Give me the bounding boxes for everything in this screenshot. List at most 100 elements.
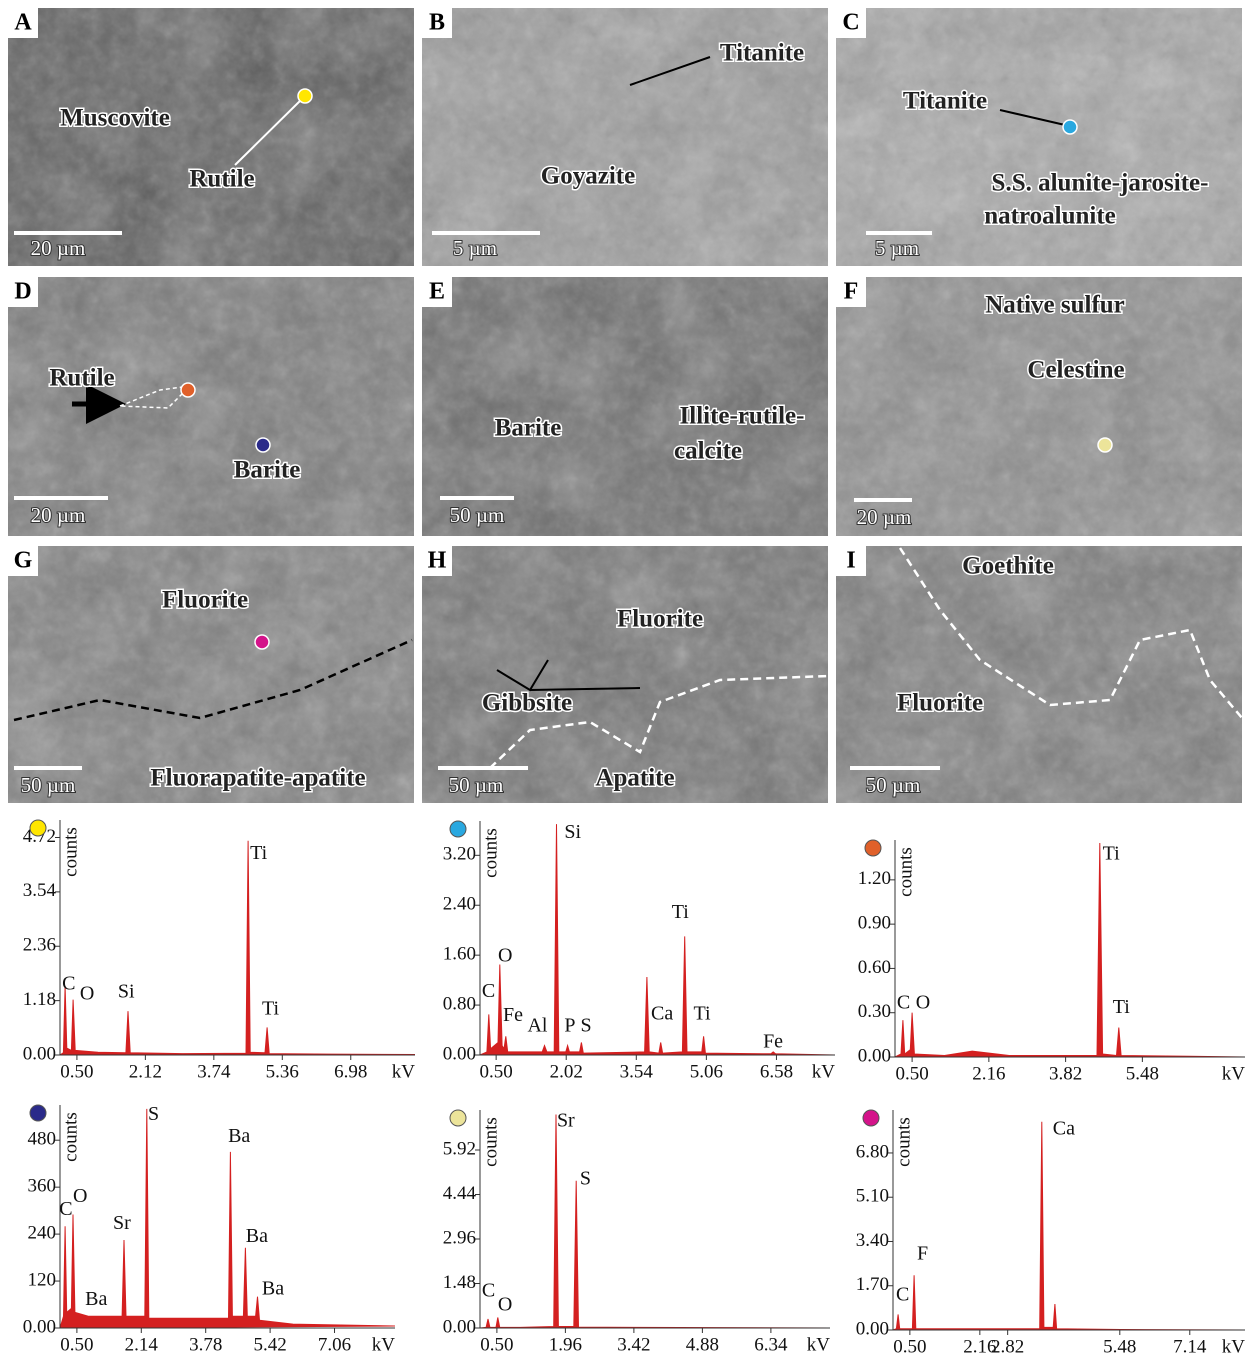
y-axis-label: counts <box>480 1117 501 1167</box>
panel-letter-box <box>8 8 38 38</box>
sem-image <box>8 546 414 803</box>
spot-marker <box>864 839 882 857</box>
x-tick-label: 0.50 <box>60 1061 93 1082</box>
annotation-line <box>489 674 829 769</box>
x-tick-label: 3.78 <box>189 1334 222 1355</box>
peak-label: O <box>73 1185 87 1207</box>
panel-letter: H <box>428 548 447 574</box>
peak-label: Ti <box>250 842 268 864</box>
y-tick-label: 3.20 <box>443 844 476 865</box>
peak-label: Ti <box>1113 996 1131 1018</box>
mineral-label: Rutile <box>189 166 254 193</box>
mineral-label: Rutile <box>49 365 114 392</box>
panel-letter-box <box>836 546 866 576</box>
peak-label: O <box>498 945 512 967</box>
y-tick-label: 1.18 <box>23 989 56 1010</box>
y-tick-label: 0.30 <box>858 1001 891 1022</box>
peak-label: O <box>498 1294 512 1316</box>
panel-letter: B <box>429 10 445 36</box>
x-tick-label: 4.88 <box>686 1334 719 1355</box>
analysis-spot <box>255 437 271 453</box>
scale-label: 5 µm <box>453 236 497 260</box>
y-tick-label: 0.00 <box>856 1318 889 1339</box>
y-tick-label: 240 <box>28 1222 57 1243</box>
x-tick-label: 5.42 <box>253 1334 286 1355</box>
spot-marker <box>449 820 467 838</box>
y-tick-label: 0.00 <box>443 1316 476 1337</box>
y-tick-label: 0.60 <box>858 957 891 978</box>
mineral-label: Goyazite <box>541 163 635 190</box>
peak-label: Fe <box>503 1004 523 1026</box>
x-axis-label: kV <box>807 1334 831 1355</box>
peak-label: C <box>897 991 910 1013</box>
annotation-line <box>898 547 1243 719</box>
scale-label: 5 µm <box>875 236 919 260</box>
panel-letter-box <box>8 277 38 307</box>
scale-label: 50 µm <box>450 503 505 527</box>
sem-grain <box>8 546 414 803</box>
peak-label: C <box>896 1283 909 1305</box>
peak-label: C <box>62 973 75 995</box>
y-tick-label: 2.40 <box>443 894 476 915</box>
annotation-line <box>999 109 1066 126</box>
peak-label: Ba <box>85 1288 107 1310</box>
y-tick-label: 1.20 <box>858 868 891 889</box>
peak-label: Ti <box>1103 842 1121 864</box>
scale-label: 20 µm <box>31 236 86 260</box>
peak-label: F <box>917 1243 928 1265</box>
peak-label: S <box>580 1168 591 1190</box>
sem-grain <box>836 546 1242 803</box>
panel-letter-box <box>836 277 866 307</box>
panel-letter: F <box>844 279 859 305</box>
y-tick-label: 3.54 <box>23 880 57 901</box>
x-tick-label: 5.06 <box>690 1061 723 1082</box>
peak-label: Ba <box>262 1278 284 1300</box>
x-tick-label: 0.50 <box>893 1336 926 1357</box>
x-tick-label: 3.74 <box>197 1061 231 1082</box>
panel-letter: E <box>429 279 445 305</box>
y-tick-label: 2.96 <box>443 1227 476 1248</box>
y-tick-label: 0.00 <box>858 1045 891 1066</box>
mineral-label: Gibbsite <box>482 690 572 717</box>
x-tick-label: 3.82 <box>1049 1063 1082 1084</box>
y-axis-label: counts <box>60 1112 81 1162</box>
y-tick-label: 0.90 <box>858 913 891 934</box>
panel-letter: G <box>14 548 33 574</box>
peak-label: Sr <box>557 1110 575 1132</box>
sem-image <box>422 8 828 266</box>
y-axis-label: counts <box>893 1117 914 1167</box>
scale-label: 50 µm <box>21 773 76 797</box>
analysis-spot <box>297 88 313 104</box>
x-tick-label: 2.02 <box>550 1061 583 1082</box>
sem-grain <box>422 277 828 536</box>
peak-label: Ca <box>651 1003 673 1025</box>
panel-letter-box <box>422 546 452 576</box>
y-tick-label: 0.00 <box>23 1043 56 1064</box>
panel-letter-box <box>422 8 452 38</box>
annotation-line <box>629 56 711 86</box>
spot-marker <box>29 819 47 837</box>
x-tick-label: 3.42 <box>617 1334 650 1355</box>
peak-label: Al <box>527 1015 547 1037</box>
x-tick-label: 0.50 <box>895 1063 928 1084</box>
spectrum <box>59 1108 396 1329</box>
mineral-label: Fluorapatite-apatite <box>150 765 365 792</box>
mineral-label: Celestine <box>1027 357 1124 384</box>
analysis-spot <box>1062 119 1078 135</box>
y-tick-label: 0.80 <box>443 993 476 1014</box>
sem-image <box>422 546 828 803</box>
x-tick-label: 5.48 <box>1103 1336 1136 1357</box>
mineral-label: Apatite <box>595 765 674 792</box>
x-tick-label: 5.48 <box>1126 1063 1159 1084</box>
y-tick-label: 0.00 <box>443 1043 476 1064</box>
x-tick-label: 6.98 <box>334 1061 367 1082</box>
mineral-label: Illite-rutile- <box>680 403 805 430</box>
panel-letter: I <box>846 548 855 574</box>
x-tick-label: 2.16 <box>963 1336 996 1357</box>
x-axis-label: kV <box>1222 1336 1246 1357</box>
x-tick-label: 1.96 <box>549 1334 582 1355</box>
y-tick-label: 1.48 <box>443 1272 476 1293</box>
sem-grain <box>8 8 414 266</box>
mineral-label: Barite <box>495 415 562 442</box>
